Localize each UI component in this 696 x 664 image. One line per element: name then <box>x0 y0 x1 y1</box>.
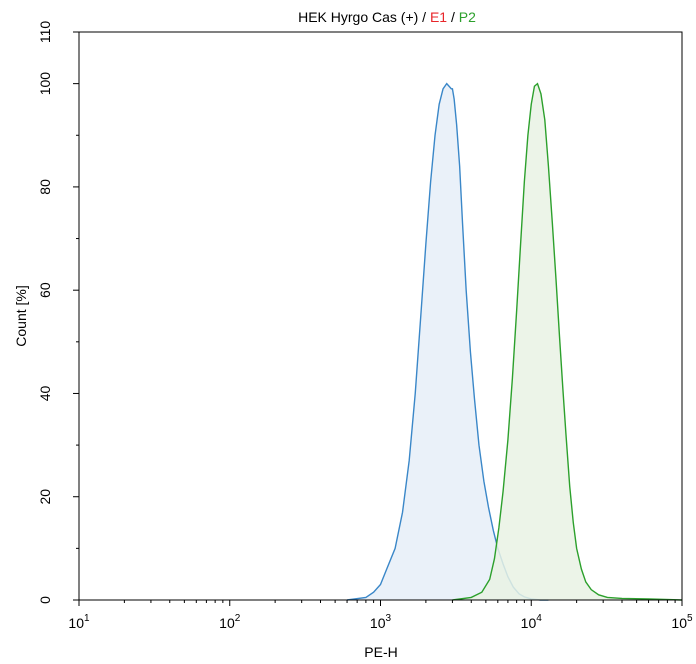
x-tick-label: 101 <box>68 613 90 631</box>
plot-frame <box>78 31 683 601</box>
chart-title-part: / <box>447 9 459 25</box>
y-tick-label: 100 <box>37 72 53 96</box>
x-axis-label: PE-H <box>364 644 397 660</box>
y-tick-label: 0 <box>37 596 53 604</box>
series-1-area <box>347 83 549 600</box>
series-layer <box>346 82 683 601</box>
chart-title: HEK Hyrgo Cas (+) / E1 / P2 <box>298 9 476 25</box>
series-2-line <box>452 82 683 601</box>
y-tick-label: 20 <box>37 489 53 505</box>
chart-title-part-p2: P2 <box>459 9 476 25</box>
series-2-area <box>452 83 682 600</box>
chart-title-part-e1: E1 <box>430 9 447 25</box>
x-tick-label: 102 <box>219 613 241 631</box>
x-tick-label: 105 <box>671 613 693 631</box>
y-tick-label: 40 <box>37 385 53 401</box>
chart-title-part: HEK Hyrgo Cas (+) / <box>298 9 430 25</box>
x-tick-label: 103 <box>370 613 392 631</box>
x-tick-label: 104 <box>521 613 543 631</box>
y-tick-label: 80 <box>37 179 53 195</box>
y-axis-label: Count [%] <box>13 285 29 346</box>
axes-layer: 101 102 103 104 105 0 20 40 60 80 100 110 <box>37 21 693 631</box>
y-tick-label: 110 <box>37 21 53 44</box>
y-tick-label: 60 <box>37 282 53 298</box>
